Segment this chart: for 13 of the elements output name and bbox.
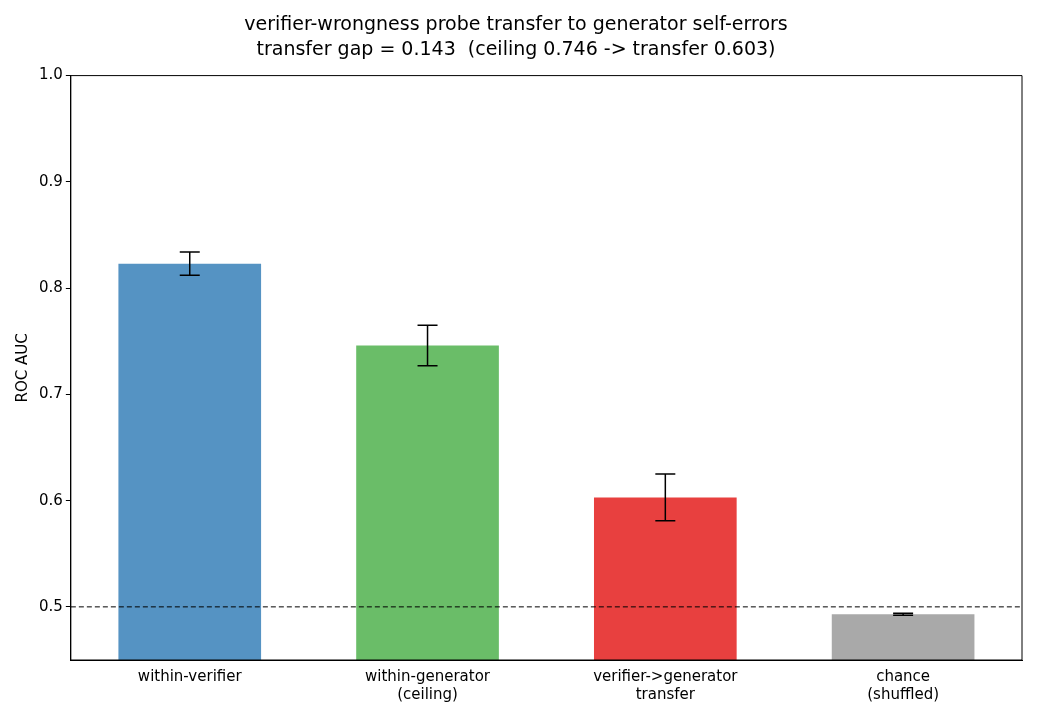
y-axis-title: ROC AUC	[12, 333, 31, 403]
x-tick-label: chance (shuffled)	[867, 666, 940, 703]
y-tick-label: 0.8	[39, 278, 63, 296]
y-tick-label: 0.7	[39, 384, 63, 403]
chart-subtitle: transfer gap = 0.143 (ceiling 0.746 -> transfer 0.603)	[256, 37, 776, 60]
y-tick-label: 0.9	[39, 171, 63, 190]
x-tick-label: within-verifier	[137, 666, 243, 685]
x-tick-label: within-generator (ceiling)	[365, 666, 491, 703]
y-tick-label: 0.6	[39, 490, 63, 509]
y-tick-label: 0.5	[39, 596, 63, 615]
chart-title: verifier-wrongness probe transfer to generator self-errors	[244, 12, 788, 35]
y-tick-label: 1.0	[39, 65, 63, 84]
x-tick-label: verifier->generator transfer	[593, 666, 739, 703]
